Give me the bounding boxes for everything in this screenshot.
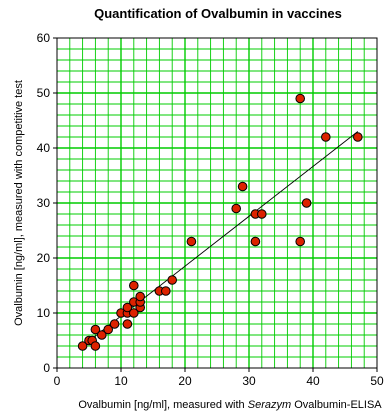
y-axis-ticks: 0 10 20 30 40 50 60 [37, 31, 57, 375]
y-tick-label: 30 [37, 196, 51, 210]
data-point [167, 275, 177, 285]
data-point [257, 209, 267, 219]
data-point [109, 319, 120, 329]
data-point [186, 236, 197, 247]
y-tick-label: 20 [37, 251, 51, 265]
data-point [301, 198, 312, 208]
y-tick-label: 10 [37, 306, 51, 320]
chart-title: Quantification of Ovalbumin in vaccines [94, 6, 342, 21]
y-axis-label: Ovalbumin [ng/ml], measured with competi… [13, 80, 25, 326]
data-point [129, 280, 139, 291]
data-point [231, 203, 241, 214]
data-point [295, 93, 306, 104]
data-point [122, 319, 133, 329]
x-axis-label-suffix: Ovalbumin-ELISA [291, 399, 382, 411]
x-axis-label: Ovalbumin [ng/ml], measured with Serazym… [78, 399, 382, 411]
x-axis-ticks: 0 10 20 30 40 50 [54, 368, 384, 388]
y-tick-label: 40 [37, 141, 51, 155]
x-axis-label-italic: Serazym [248, 399, 291, 411]
x-tick-label: 0 [54, 374, 61, 388]
data-point [237, 181, 248, 192]
x-axis-label-prefix: Ovalbumin [ng/ml], measured with [78, 399, 247, 411]
x-tick-label: 40 [306, 374, 320, 388]
y-tick-label: 0 [43, 361, 50, 375]
data-point [90, 341, 101, 351]
y-tick-label: 50 [37, 86, 51, 100]
data-points [77, 93, 363, 351]
data-point [90, 324, 101, 335]
x-tick-label: 10 [114, 374, 128, 388]
y-tick-label: 60 [37, 31, 51, 45]
data-point [122, 302, 133, 313]
major-grid [57, 38, 377, 368]
data-point [250, 236, 261, 247]
x-tick-label: 50 [370, 374, 384, 388]
x-tick-label: 20 [178, 374, 192, 388]
data-point [129, 308, 139, 318]
x-tick-label: 30 [242, 374, 256, 388]
data-point [135, 291, 145, 302]
data-point [353, 132, 363, 142]
data-point [161, 286, 171, 296]
data-point [97, 330, 107, 340]
data-point [103, 324, 113, 335]
data-point [77, 341, 88, 351]
data-point [321, 132, 331, 142]
data-point [295, 236, 306, 247]
